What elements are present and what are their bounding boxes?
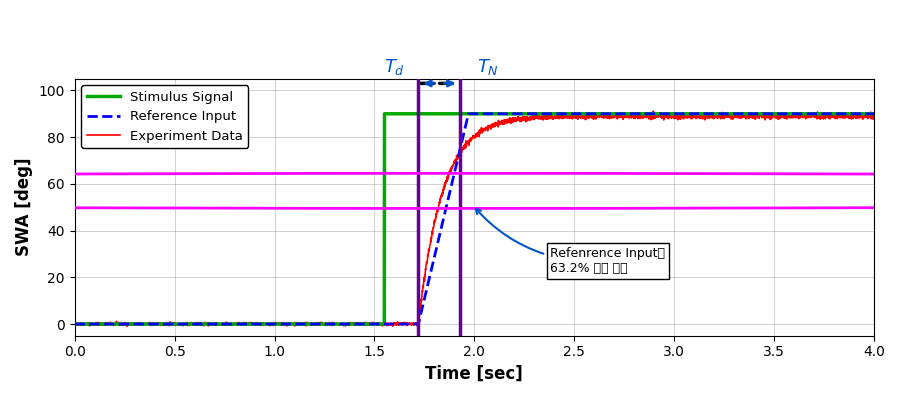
Stimulus Signal (379, 111, 390, 116)
Line: Reference Input: Reference Input (75, 114, 874, 324)
Stimulus Signal (844, 111, 855, 116)
Text: $T_d$: $T_d$ (384, 57, 405, 77)
Experiment Data (651, 115, 661, 120)
Stimulus Signal (411, 111, 422, 116)
Experiment Data (69, 321, 80, 326)
Text: Refenrence Input의
63.2% 도달 시간: Refenrence Input의 63.2% 도달 시간 (476, 209, 665, 275)
Text: $T_N$: $T_N$ (477, 57, 500, 77)
Stimulus Signal (805, 111, 815, 116)
X-axis label: Time [sec]: Time [sec] (426, 365, 523, 383)
Y-axis label: SWA [deg]: SWA [deg] (15, 158, 33, 256)
Reference Input (405, 322, 416, 326)
Reference Input (411, 322, 422, 326)
Experiment Data (648, 109, 659, 113)
Reference Input (69, 322, 80, 326)
Reference Input (449, 170, 460, 175)
Experiment Data (411, 321, 422, 326)
Reference Input (844, 111, 855, 116)
Stimulus Signal (69, 322, 80, 326)
Stimulus Signal (650, 111, 661, 116)
Stimulus Signal (405, 111, 416, 116)
Line: Stimulus Signal: Stimulus Signal (75, 114, 874, 324)
Experiment Data (805, 114, 815, 119)
Line: Experiment Data: Experiment Data (75, 111, 874, 326)
Legend: Stimulus Signal, Reference Input, Experiment Data: Stimulus Signal, Reference Input, Experi… (81, 85, 248, 148)
Reference Input (868, 111, 879, 116)
Experiment Data (844, 116, 855, 121)
Experiment Data (868, 113, 879, 118)
Experiment Data (122, 324, 132, 329)
Reference Input (650, 111, 661, 116)
Reference Input (805, 111, 815, 116)
Experiment Data (405, 322, 416, 326)
Reference Input (464, 111, 474, 116)
Experiment Data (449, 160, 460, 165)
Stimulus Signal (449, 111, 460, 116)
Stimulus Signal (868, 111, 879, 116)
